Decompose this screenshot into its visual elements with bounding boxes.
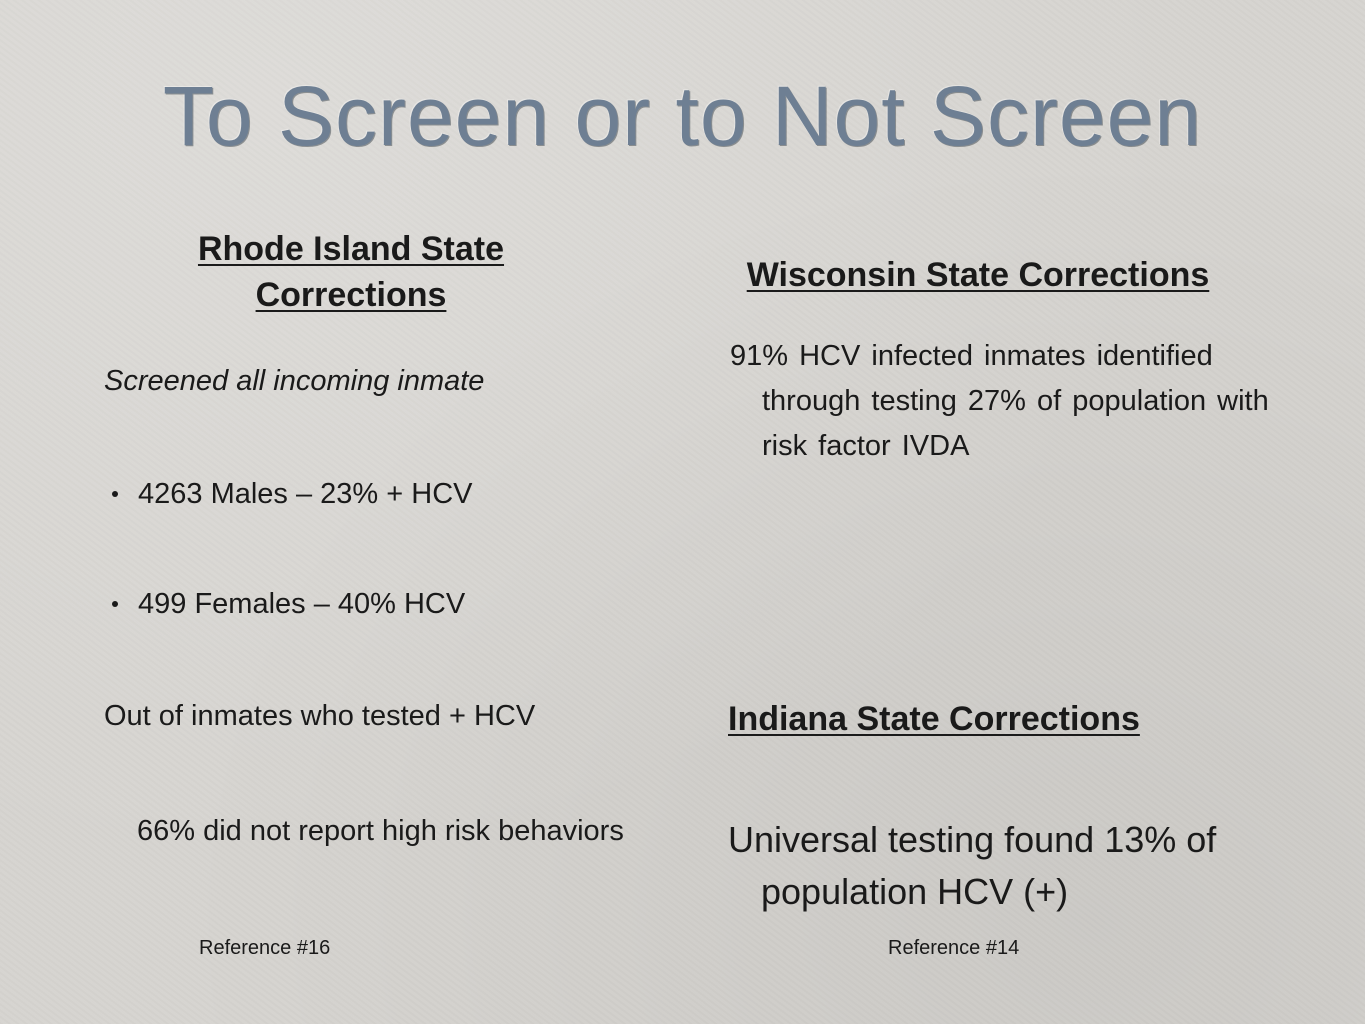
rhode-island-heading: Rhode Island State Corrections [130,226,572,318]
wisconsin-heading: Wisconsin State Corrections [746,256,1210,294]
bullet-text: 4263 Males – 23% + HCV [138,478,473,510]
rhode-island-heading-line2: Corrections [255,276,447,314]
rhode-island-out-of: Out of inmates who tested + HCV [104,700,536,732]
bullet-dot-icon [112,491,118,497]
reference-right: Reference #14 [888,937,1020,959]
reference-left: Reference #16 [199,937,331,959]
rhode-island-finding: 66% did not report high risk behaviors [137,815,624,847]
bullet-dot-icon [112,601,118,607]
bullet-text: 499 Females – 40% HCV [138,588,466,620]
wisconsin-text: 91% HCV infected inmates identified thro… [730,340,1269,462]
slide-title: To Screen or to Not Screen [162,69,1203,163]
rhode-island-heading-line1: Rhode Island State [197,230,505,268]
indiana-heading: Indiana State Corrections [728,700,1140,738]
indiana-text: Universal testing found 13% of populatio… [728,819,1217,912]
rhode-island-intro: Screened all incoming inmate [104,365,485,397]
